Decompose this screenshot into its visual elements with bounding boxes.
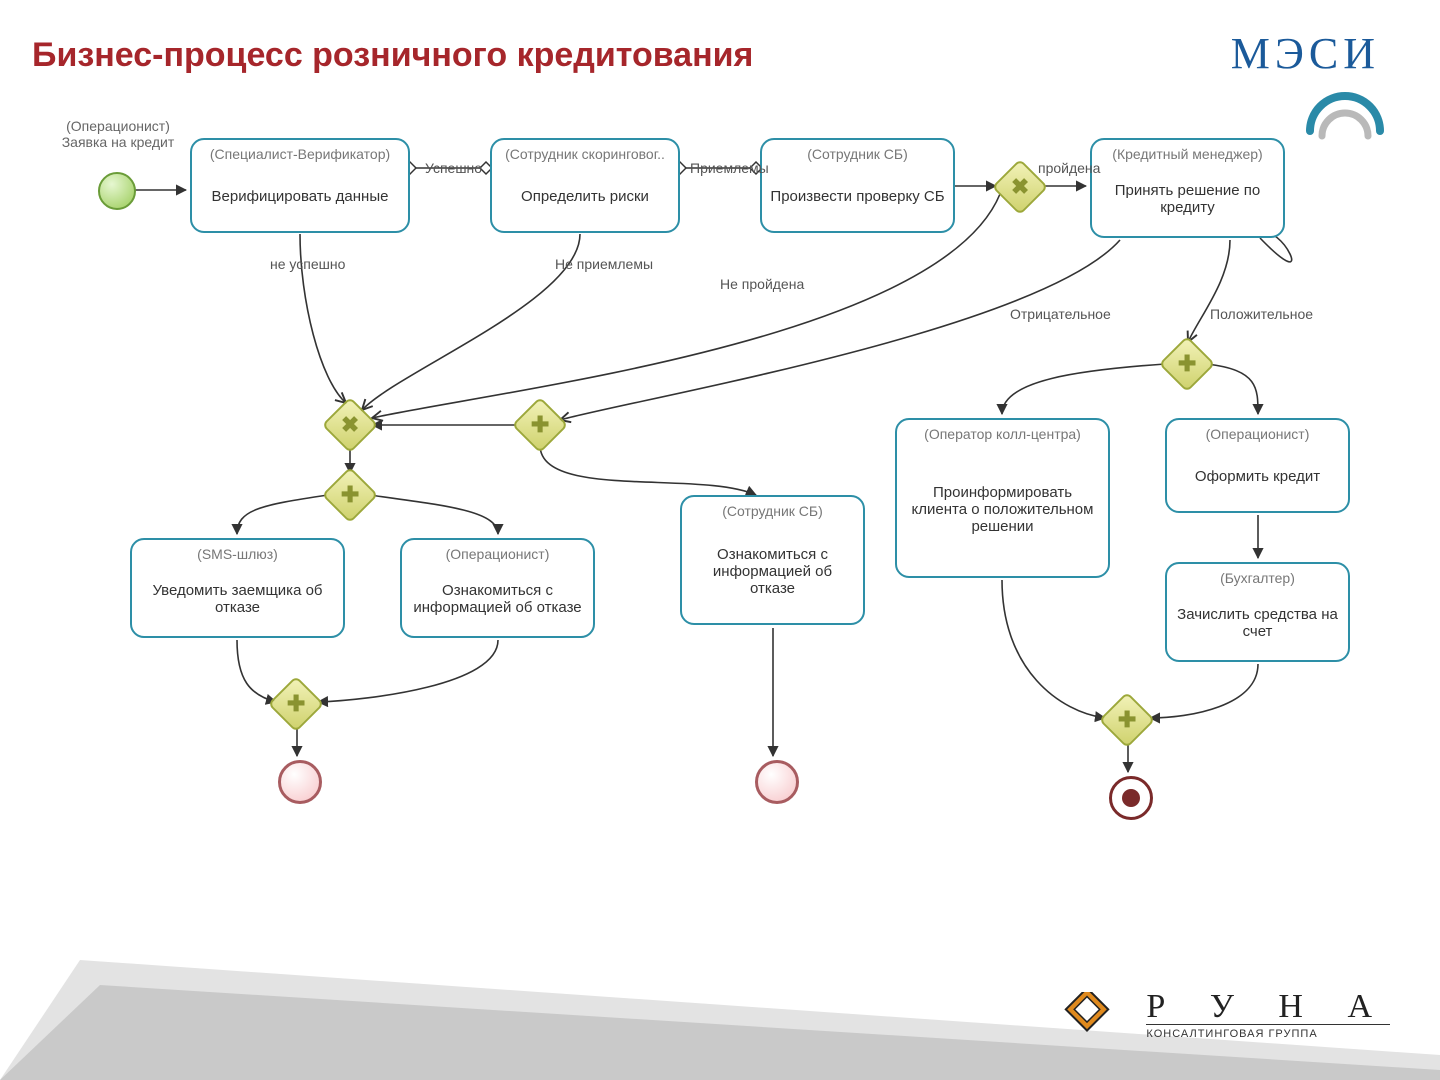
activity-op_refuse: (Операционист) Ознакомиться с информацией… xyxy=(400,538,595,638)
activity-task: Верифицировать данные xyxy=(200,168,400,225)
edge-e_transfer_join xyxy=(1150,664,1258,718)
edge-e_op_join xyxy=(318,640,498,702)
gateway-g_merge_x: ✖ xyxy=(330,405,370,445)
edge-label-success: Успешно xyxy=(425,160,482,176)
gateway-g_merge_plus: ✚ xyxy=(520,405,560,445)
edge-e_pos_split_call xyxy=(1002,364,1165,414)
edge-e_pos_split_issue xyxy=(1207,364,1258,414)
activity-issue: (Операционист) Оформить кредит xyxy=(1165,418,1350,513)
activity-decision: (Кредитный менеджер) Принять решение по к… xyxy=(1090,138,1285,238)
activity-task: Принять решение по кредиту xyxy=(1100,168,1275,230)
activity-task: Проинформировать клиента о положительном… xyxy=(905,448,1100,570)
gateway-g_pos_join: ✚ xyxy=(1107,700,1147,740)
activity-verify: (Специалист-Верификатор) Верифицировать д… xyxy=(190,138,410,233)
activity-role: (Сотрудник СБ) xyxy=(690,503,855,519)
edge-label-not_success: не успешно xyxy=(270,256,345,272)
activity-role: (Специалист-Верификатор) xyxy=(200,146,400,162)
edge-e_sms_join xyxy=(237,640,276,702)
activity-role: (SMS-шлюз) xyxy=(140,546,335,562)
edge-e_positive xyxy=(1188,240,1230,342)
activity-role: (Кредитный менеджер) xyxy=(1100,146,1275,162)
gateway-g_split_plus: ✚ xyxy=(330,475,370,515)
start-role: (Операционист) xyxy=(66,118,170,134)
edge-label-positive: Положительное xyxy=(1210,306,1313,322)
activity-risk: (Сотрудник скоринговог.. Определить риски xyxy=(490,138,680,233)
activity-task: Определить риски xyxy=(500,168,670,225)
activity-task: Произвести проверку СБ xyxy=(770,168,945,225)
edge-e_split_sms xyxy=(237,495,328,534)
activity-sb_refuse: (Сотрудник СБ) Ознакомиться с информацией… xyxy=(680,495,865,625)
gateway-g_after_check: ✖ xyxy=(1000,167,1040,207)
gateway-g_pos_split: ✚ xyxy=(1167,344,1207,384)
edge-e_call_join xyxy=(1002,580,1105,718)
edge-e_split_op xyxy=(370,495,498,534)
edge-e_not_accept xyxy=(362,234,580,410)
edge-label-acceptable: Приемлемы xyxy=(690,160,769,176)
edge-label-not_accept: Не приемлемы xyxy=(555,256,653,272)
activity-task: Уведомить заемщика об отказе xyxy=(140,568,335,630)
activity-task: Ознакомиться с информацией об отказе xyxy=(690,525,855,617)
activity-check: (Сотрудник СБ) Произвести проверку СБ xyxy=(760,138,955,233)
activity-transfer: (Бухгалтер) Зачислить средства на счет xyxy=(1165,562,1350,662)
runa-logo: Р У Н А КОНСАЛТИНГОВАЯ ГРУППА xyxy=(1146,988,1390,1040)
end-event-end_refuse xyxy=(278,760,322,804)
start-label: Заявка на кредит xyxy=(62,134,175,150)
end-event-end_terminate xyxy=(1109,776,1153,820)
activity-task: Оформить кредит xyxy=(1175,448,1340,505)
activity-role: (Бухгалтер) xyxy=(1175,570,1340,586)
edge-e_plus_down xyxy=(540,445,756,495)
edge-label-passed: пройдена xyxy=(1038,160,1100,176)
runa-name: Р У Н А xyxy=(1146,988,1390,1026)
runa-logo-icon xyxy=(1064,992,1110,1038)
activity-task: Зачислить средства на счет xyxy=(1175,592,1340,654)
gateway-g_join_plus: ✚ xyxy=(276,684,316,724)
activity-role: (Оператор колл-центра) xyxy=(905,426,1100,442)
activity-task: Ознакомиться с информацией об отказе xyxy=(410,568,585,630)
edge-label-negative: Отрицательное xyxy=(1010,306,1111,322)
activity-sms: (SMS-шлюз) Уведомить заемщика об отказе xyxy=(130,538,345,638)
end-event-end_sb xyxy=(755,760,799,804)
activity-role: (Сотрудник скоринговог.. xyxy=(500,146,670,162)
start-role-label: (Операционист) Заявка на кредит xyxy=(48,118,188,150)
edge-label-not_passed: Не пройдена xyxy=(720,276,804,292)
activity-role: (Операционист) xyxy=(1175,426,1340,442)
runa-sub: КОНСАЛТИНГОВАЯ ГРУППА xyxy=(1146,1024,1390,1040)
activity-role: (Операционист) xyxy=(410,546,585,562)
activity-callcenter: (Оператор колл-центра) Проинформировать к… xyxy=(895,418,1110,578)
activity-role: (Сотрудник СБ) xyxy=(770,146,945,162)
start-event xyxy=(98,172,136,210)
